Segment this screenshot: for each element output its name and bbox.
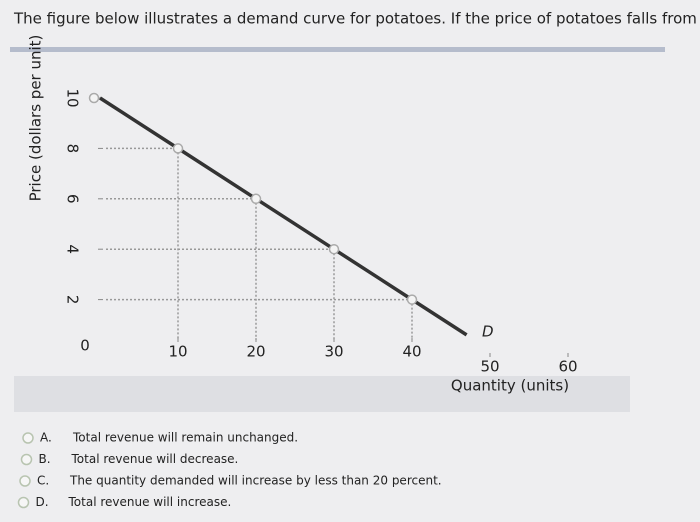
radio[interactable]	[17, 496, 30, 509]
radio[interactable]	[19, 475, 31, 487]
option-letter[interactable]: D.	[36, 495, 49, 509]
origin-label: 0	[80, 337, 90, 355]
y-tick-label: 2	[64, 295, 82, 305]
radio[interactable]	[22, 432, 34, 444]
divider	[10, 47, 665, 52]
point	[250, 193, 262, 205]
option-text[interactable]: Total revenue will remain unchanged.	[72, 431, 298, 445]
curve-label: D	[482, 323, 494, 341]
option-letter[interactable]: C.	[37, 474, 49, 488]
option-letter[interactable]: A.	[40, 431, 52, 445]
x-tick-label: 50	[480, 358, 499, 376]
y-tick-label: 10	[64, 88, 82, 107]
x-tick-label: 20	[246, 343, 265, 361]
point	[88, 92, 100, 104]
question: The figure below illustrates a demand cu…	[13, 10, 700, 28]
x-axis-label: Quantity (units)	[451, 377, 569, 395]
x-tick-label: 60	[558, 358, 577, 376]
point	[172, 143, 184, 154]
y-tick-label: 4	[64, 244, 82, 254]
options: A. Total revenue will remain unchanged. B.…	[17, 431, 442, 509]
option-text[interactable]: Total revenue will decrease.	[71, 452, 239, 466]
x-tick-label: 10	[168, 343, 187, 361]
option-text[interactable]: Total revenue will increase.	[68, 495, 232, 509]
demand-curve	[99, 96, 468, 337]
point	[328, 243, 340, 255]
y-tick-label: 8	[64, 144, 82, 154]
point	[406, 294, 418, 305]
y-axis-label: Price (dollars per unit)	[27, 35, 45, 202]
y-tick-label: 6	[64, 194, 82, 204]
option-letter[interactable]: B.	[39, 452, 51, 466]
radio[interactable]	[20, 453, 33, 466]
option-text[interactable]: The quantity demanded will increase by l…	[69, 474, 442, 488]
divider-band	[14, 376, 630, 412]
x-tick-label: 40	[402, 343, 421, 361]
x-tick-label: 30	[324, 343, 343, 361]
